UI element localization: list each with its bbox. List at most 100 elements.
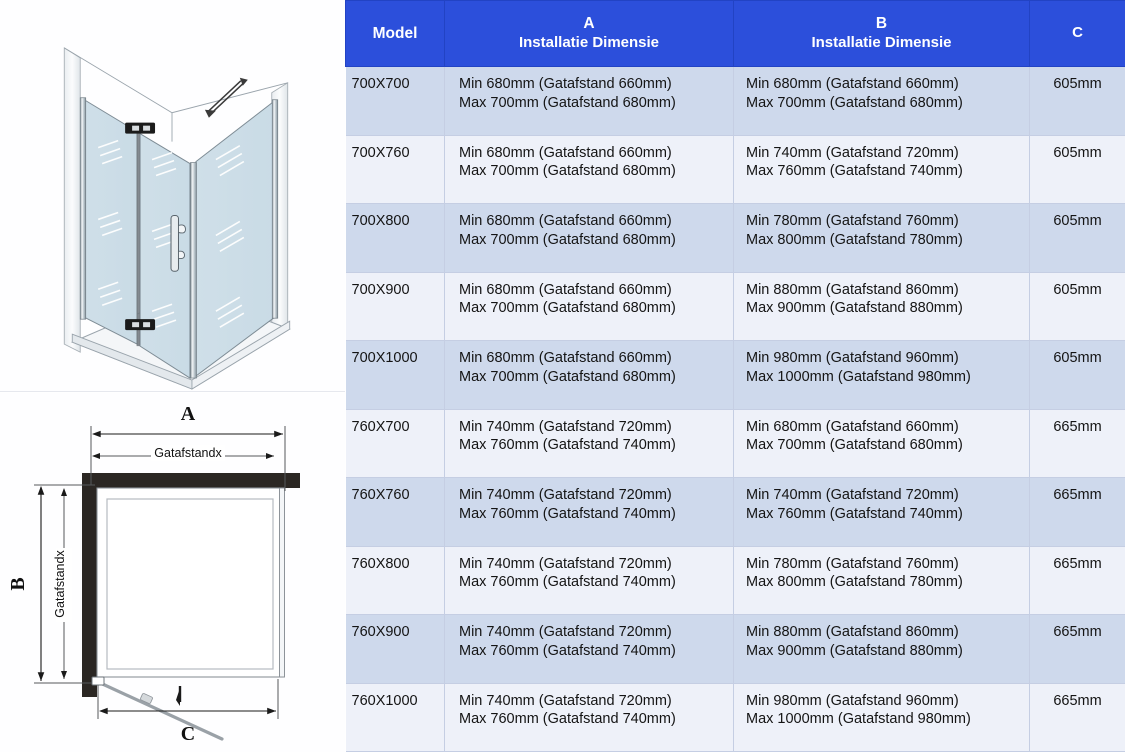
table-row: 760X800 Min 740mm (Gatafstand 720mm) Max 7… xyxy=(345,546,1125,615)
cell-b-max: Max 1000mm (Gatafstand 980mm) xyxy=(746,711,971,728)
dimension-b: B xyxy=(7,484,95,684)
cell-model: 700X900 xyxy=(345,272,445,341)
cell-dimension-c: 605mm xyxy=(1029,340,1125,410)
cell-dimension-b: Min 980mm (Gatafstand 960mm) Max 1000mm (… xyxy=(733,683,1030,752)
cell-a-min: Min 680mm (Gatafstand 660mm) xyxy=(459,350,672,366)
cell-b-min: Min 740mm (Gatafstand 720mm) xyxy=(746,487,959,503)
cell-dimension-c: 665mm xyxy=(1029,546,1125,615)
enclosure-top-guides xyxy=(64,47,288,142)
cell-model: 760X760 xyxy=(345,477,445,547)
cell-a-min: Min 740mm (Gatafstand 720mm) xyxy=(459,692,672,709)
cell-a-max: Max 700mm (Gatafstand 680mm) xyxy=(459,300,676,317)
table-body: 700X700 Min 680mm (Gatafstand 660mm) Max 7… xyxy=(345,66,1125,752)
table-row: 700X1000 Min 680mm (Gatafstand 660mm) Max … xyxy=(345,340,1125,410)
cell-a-min: Min 740mm (Gatafstand 720mm) xyxy=(459,418,672,435)
door-swing-line xyxy=(91,676,224,741)
hinge-upper-icon xyxy=(125,122,156,134)
cell-dimension-a: Min 740mm (Gatafstand 720mm) Max 760mm (G… xyxy=(444,614,734,684)
cell-model: 700X800 xyxy=(345,203,445,273)
shower-enclosure-plan-diagram: A Gatafstandx B xyxy=(0,393,345,752)
shower-enclosure-isometric-image xyxy=(0,0,345,392)
dimension-gatafstand-top: Gatafstandx xyxy=(92,445,274,461)
cell-dimension-b: Min 880mm (Gatafstand 860mm) Max 900mm (G… xyxy=(733,272,1030,341)
plan-label-c: C xyxy=(181,723,195,745)
cell-dimension-a: Min 740mm (Gatafstand 720mm) Max 760mm (G… xyxy=(444,546,734,615)
cell-b-min: Min 680mm (Gatafstand 660mm) xyxy=(746,418,959,435)
cell-a-min: Min 680mm (Gatafstand 660mm) xyxy=(459,281,672,298)
cell-dimension-c: 665mm xyxy=(1029,409,1125,478)
plan-label-gatafstand-left: Gatafstandx xyxy=(53,550,67,618)
cell-dimension-c: 605mm xyxy=(1029,135,1125,204)
cell-dimension-b: Min 880mm (Gatafstand 860mm) Max 900mm (G… xyxy=(733,614,1030,684)
cell-model: 700X1000 xyxy=(345,340,445,410)
cell-dimension-c: 605mm xyxy=(1029,66,1125,136)
installation-dimensions-table-container: Model A Installatie Dimensie B Installat… xyxy=(345,0,1125,752)
column-header-b-subtitle: Installatie Dimensie xyxy=(811,33,952,51)
cell-dimension-a: Min 680mm (Gatafstand 660mm) Max 700mm (G… xyxy=(444,66,734,136)
column-header-c: C xyxy=(1029,0,1125,67)
cell-a-max: Max 700mm (Gatafstand 680mm) xyxy=(459,368,676,385)
cell-a-min: Min 740mm (Gatafstand 720mm) xyxy=(459,487,672,503)
cell-dimension-a: Min 680mm (Gatafstand 660mm) Max 700mm (G… xyxy=(444,135,734,204)
cell-dimension-a: Min 740mm (Gatafstand 720mm) Max 760mm (G… xyxy=(444,477,734,547)
enclosure-inner-area xyxy=(96,487,284,678)
cell-b-max: Max 900mm (Gatafstand 880mm) xyxy=(746,300,963,317)
cell-b-min: Min 680mm (Gatafstand 660mm) xyxy=(746,76,959,92)
cell-b-max: Max 760mm (Gatafstand 740mm) xyxy=(746,163,963,180)
table-row: 700X700 Min 680mm (Gatafstand 660mm) Max 7… xyxy=(345,66,1125,136)
cell-dimension-a: Min 740mm (Gatafstand 720mm) Max 760mm (G… xyxy=(444,409,734,478)
cell-model: 760X700 xyxy=(345,409,445,478)
table-row: 700X900 Min 680mm (Gatafstand 660mm) Max 7… xyxy=(345,272,1125,341)
cell-dimension-a: Min 680mm (Gatafstand 660mm) Max 700mm (G… xyxy=(444,340,734,410)
installation-dimensions-table: Model A Installatie Dimensie B Installat… xyxy=(345,0,1125,752)
cell-b-max: Max 800mm (Gatafstand 780mm) xyxy=(746,231,963,248)
cell-dimension-c: 605mm xyxy=(1029,272,1125,341)
cell-model: 760X1000 xyxy=(345,683,445,752)
cell-b-min: Min 740mm (Gatafstand 720mm) xyxy=(746,144,959,161)
table-row: 700X760 Min 680mm (Gatafstand 660mm) Max 7… xyxy=(345,135,1125,204)
column-header-b-letter: B xyxy=(875,15,888,33)
isometric-drawing-svg xyxy=(63,47,291,390)
enclosure-frame-outline xyxy=(82,473,300,697)
cell-dimension-b: Min 740mm (Gatafstand 720mm) Max 760mm (G… xyxy=(733,477,1030,547)
cell-a-min: Min 740mm (Gatafstand 720mm) xyxy=(459,624,672,640)
cell-model: 700X760 xyxy=(345,135,445,204)
cell-model: 760X900 xyxy=(345,614,445,684)
column-header-a-subtitle: Installatie Dimensie xyxy=(518,33,660,51)
cell-a-max: Max 760mm (Gatafstand 740mm) xyxy=(459,642,676,659)
cell-dimension-c: 665mm xyxy=(1029,614,1125,684)
cell-b-max: Max 700mm (Gatafstand 680mm) xyxy=(746,94,963,111)
cell-model: 700X700 xyxy=(345,66,445,136)
cell-dimension-b: Min 780mm (Gatafstand 760mm) Max 800mm (G… xyxy=(733,546,1030,615)
cell-b-max: Max 760mm (Gatafstand 740mm) xyxy=(746,505,963,522)
cell-dimension-a: Min 680mm (Gatafstand 660mm) Max 700mm (G… xyxy=(444,203,734,273)
cell-b-min: Min 980mm (Gatafstand 960mm) xyxy=(746,692,959,709)
cell-b-max: Max 1000mm (Gatafstand 980mm) xyxy=(746,368,971,385)
column-header-b: B Installatie Dimensie xyxy=(733,0,1030,67)
cell-a-min: Min 680mm (Gatafstand 660mm) xyxy=(459,144,672,161)
cell-dimension-c: 665mm xyxy=(1029,477,1125,547)
dimension-a: A xyxy=(90,403,286,491)
cell-a-max: Max 760mm (Gatafstand 740mm) xyxy=(459,711,676,728)
dimension-gatafstand-left: Gatafstandx xyxy=(53,488,72,679)
cell-a-min: Min 740mm (Gatafstand 720mm) xyxy=(459,555,672,572)
cell-a-max: Max 760mm (Gatafstand 740mm) xyxy=(459,505,676,522)
table-header-row: Model A Installatie Dimensie B Installat… xyxy=(345,0,1125,67)
hinge-lower-icon xyxy=(125,319,156,331)
cell-a-max: Max 760mm (Gatafstand 740mm) xyxy=(459,574,676,591)
plan-drawing-svg: A Gatafstandx B xyxy=(7,403,300,745)
door-handle-icon xyxy=(170,214,186,272)
cell-b-min: Min 980mm (Gatafstand 960mm) xyxy=(746,350,959,366)
wall-left xyxy=(63,47,81,353)
column-header-a-letter: A xyxy=(583,15,595,33)
cell-b-min: Min 780mm (Gatafstand 760mm) xyxy=(746,555,959,572)
cell-b-min: Min 880mm (Gatafstand 860mm) xyxy=(746,624,959,640)
cell-b-max: Max 700mm (Gatafstand 680mm) xyxy=(746,437,963,454)
illustrations-column: A Gatafstandx B xyxy=(0,0,345,752)
cell-dimension-b: Min 680mm (Gatafstand 660mm) Max 700mm (G… xyxy=(733,66,1030,136)
table-row: 700X800 Min 680mm (Gatafstand 660mm) Max 7… xyxy=(345,203,1125,273)
cell-a-min: Min 680mm (Gatafstand 660mm) xyxy=(459,213,672,229)
cell-a-min: Min 680mm (Gatafstand 660mm) xyxy=(459,76,672,92)
cell-a-max: Max 700mm (Gatafstand 680mm) xyxy=(459,94,676,111)
